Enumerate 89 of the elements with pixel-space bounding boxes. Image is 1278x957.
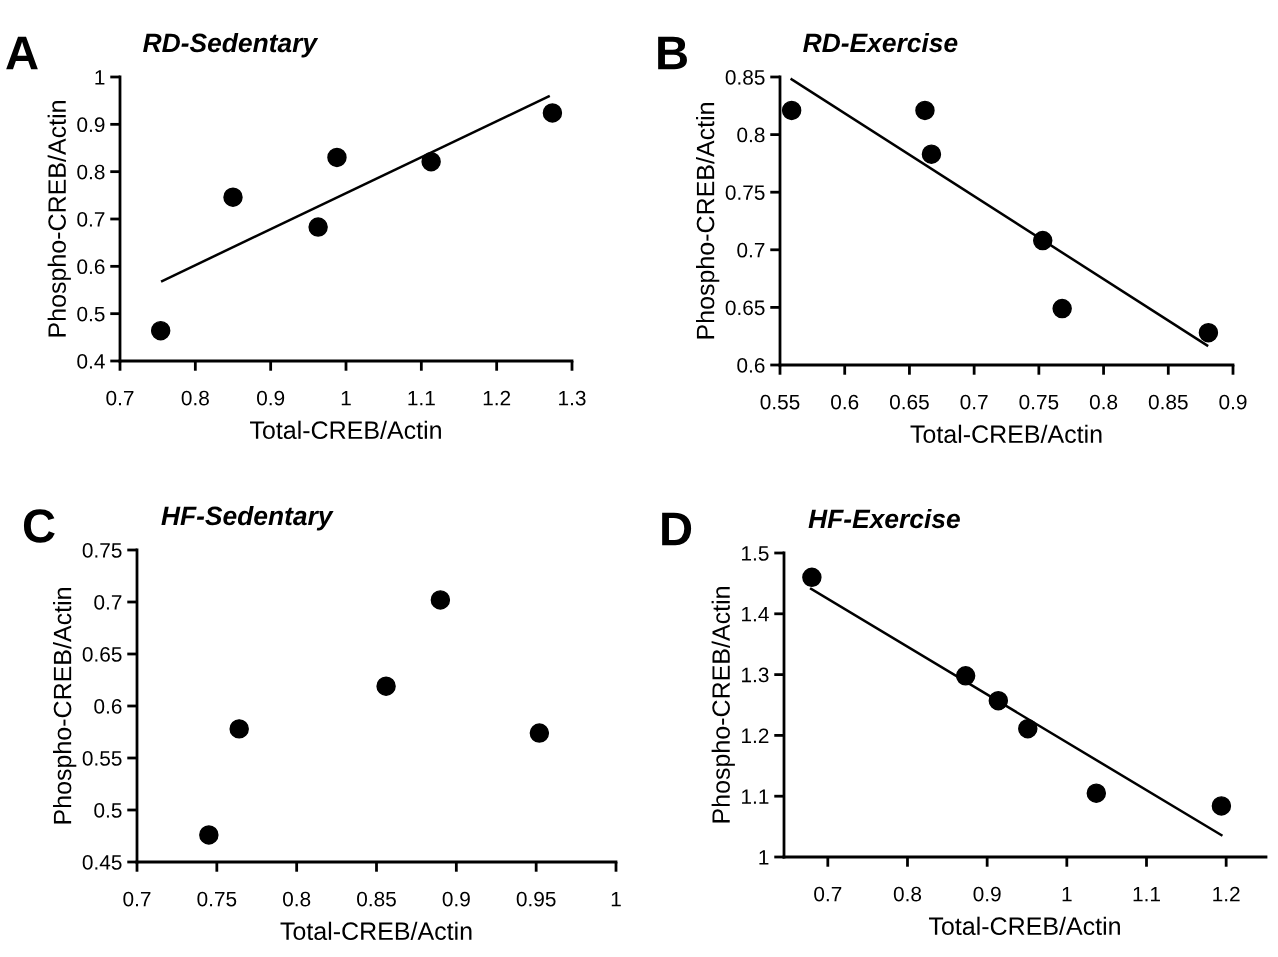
y-tick-label: 0.5 — [94, 803, 122, 818]
x-tick-label: 1.2 — [483, 390, 511, 406]
x-tick-label: 0.9 — [442, 891, 470, 907]
y-tick-label: 1.2 — [742, 728, 769, 743]
x-tick-label: 1.1 — [1133, 886, 1160, 902]
point — [308, 217, 328, 237]
text: B — [658, 36, 687, 70]
x-tick-label: 0.8 — [181, 390, 209, 406]
point — [915, 100, 935, 121]
chart-title: RD-Sedentary — [143, 32, 319, 58]
y-tick-label: 0.45 — [82, 855, 122, 870]
x-tick-label: 0.8 — [283, 891, 311, 907]
chart-title: HF-Sedentary — [161, 505, 334, 531]
point — [223, 187, 243, 207]
y-tick-label: 1 — [95, 70, 105, 85]
y-axis-title: Phospho-CREB/Actin — [711, 587, 735, 823]
x-tick-label: 0.6 — [831, 394, 859, 410]
point — [430, 590, 451, 610]
y-tick-label: 0.85 — [725, 70, 765, 85]
point — [1052, 298, 1072, 319]
x-tick-label: 0.9 — [257, 390, 285, 406]
y-tick-label: 1 — [759, 850, 769, 865]
y-tick-label: 0.5 — [77, 306, 105, 322]
x-tick-label: 0.55 — [760, 394, 800, 410]
y-tick-label: 0.6 — [94, 699, 122, 714]
point — [1211, 796, 1232, 816]
y-tick-label: 1.5 — [742, 546, 769, 561]
x-tick-label: 0.9 — [1219, 394, 1247, 410]
text: A — [6, 36, 38, 70]
y-tick-label: 0.65 — [82, 647, 122, 662]
y-tick-label: 0.7 — [77, 212, 105, 227]
y-tick-label: 0.8 — [737, 127, 765, 143]
x-tick-label: 0.7 — [106, 390, 134, 406]
y-tick-label: 1.1 — [742, 789, 769, 804]
text: C — [23, 509, 55, 543]
point — [529, 723, 550, 743]
x-tick-label: 1 — [341, 390, 351, 406]
y-tick-label: 0.65 — [725, 300, 765, 316]
x-tick-label: 0.7 — [814, 886, 842, 902]
x-tick-label: 0.7 — [123, 891, 151, 907]
x-tick-label: 0.9 — [973, 886, 1001, 902]
x-tick-label: 0.8 — [893, 886, 922, 902]
y-tick-label: 1.3 — [742, 667, 769, 683]
x-tick-label: 0.75 — [1019, 394, 1059, 410]
y-tick-label: 0.7 — [737, 242, 765, 258]
x-tick-label: 0.95 — [516, 891, 556, 907]
y-tick-label: 0.8 — [77, 164, 105, 180]
x-tick-label: 0.85 — [1148, 394, 1188, 410]
x-tick-label: 0.75 — [197, 891, 237, 907]
x-tick-label: 1 — [1062, 886, 1072, 902]
point — [150, 320, 171, 341]
point — [1086, 783, 1107, 803]
point — [781, 100, 802, 121]
chart-title: RD-Exercise — [803, 32, 958, 53]
y-axis-title: Phospho-CREB/Actin — [53, 588, 77, 824]
x-tick-label: 0.8 — [1089, 394, 1118, 410]
x-tick-label: 0.85 — [357, 891, 396, 907]
y-tick-label: 0.55 — [82, 751, 122, 766]
x-tick-label: 0.65 — [889, 394, 929, 410]
y-tick-label: 0.4 — [77, 354, 105, 369]
x-axis-title: Total-CREB/Actin — [250, 420, 441, 440]
y-tick-label: 0.6 — [737, 358, 765, 373]
x-tick-label: 0.7 — [960, 394, 988, 410]
point — [327, 147, 347, 168]
y-tick-label: 0.75 — [725, 185, 765, 200]
x-tick-label: 1.3 — [559, 390, 586, 406]
point — [1018, 718, 1038, 739]
x-axis-title: Total-CREB/Actin — [929, 916, 1120, 936]
point — [199, 825, 219, 845]
y-tick-label: 0.75 — [82, 543, 122, 558]
x-axis-title: Total-CREB/Actin — [910, 424, 1102, 444]
x-axis-title: Total-CREB/Actin — [280, 921, 472, 941]
y-tick-label: 0.6 — [77, 259, 105, 275]
point — [376, 676, 396, 696]
point — [802, 567, 822, 588]
point — [921, 144, 942, 164]
x-tick-label: 1 — [611, 891, 621, 907]
x-tick-label: 1.1 — [408, 390, 435, 406]
y-axis-title: Phospho-CREB/Actin — [47, 101, 71, 337]
text: D — [662, 512, 692, 546]
chart-title: HF-Exercise — [808, 508, 960, 529]
y-axis-title: Phospho-CREB/Actin — [696, 103, 720, 339]
x-tick-label: 1.2 — [1213, 886, 1240, 902]
y-tick-label: 0.9 — [77, 117, 105, 133]
point — [1198, 323, 1219, 343]
y-tick-label: 1.4 — [742, 607, 769, 622]
y-tick-label: 0.7 — [94, 595, 122, 610]
point — [542, 103, 563, 123]
point — [229, 719, 249, 739]
